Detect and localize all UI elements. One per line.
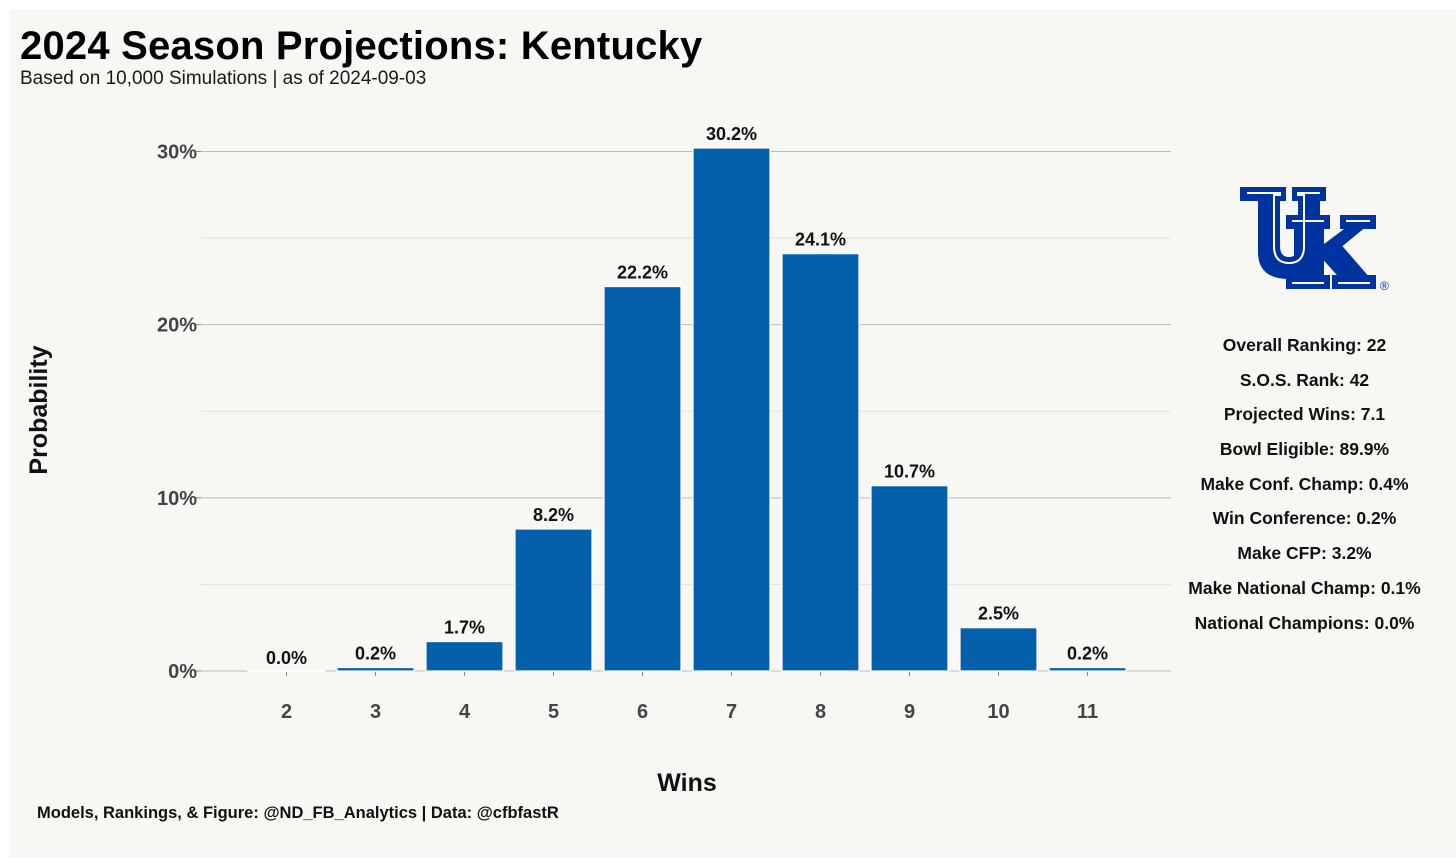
x-tick-label: 2: [281, 701, 292, 723]
chart-subtitle: Based on 10,000 Simulations | as of 2024…: [20, 68, 427, 89]
stat-bowl-eligible: Bowl Eligible: 89.9%: [1219, 439, 1390, 460]
data-label: 0.0%: [266, 648, 307, 668]
y-tick-label: 20%: [157, 315, 197, 337]
stat-sos-rank: S.O.S. Rank: 42: [1239, 369, 1370, 390]
x-tick-label: 4: [459, 701, 471, 723]
kentucky-uk-logo-icon: ®: [1240, 187, 1389, 293]
bars: [247, 147, 1127, 672]
x-tick-label: 5: [548, 701, 559, 723]
y-tick-label: 10%: [157, 488, 197, 510]
bar: [781, 253, 860, 672]
team-stats-list: Overall Ranking: 22 S.O.S. Rank: 42 Proj…: [1162, 333, 1447, 645]
data-label: 0.2%: [1067, 644, 1108, 664]
stat-projected-wins: Projected Wins: 7.1: [1223, 404, 1386, 425]
bar: [1048, 666, 1127, 672]
bar: [603, 285, 682, 672]
data-label: 30.2%: [706, 124, 757, 144]
data-label: 24.1%: [795, 230, 846, 250]
x-axis-ticks: 2 3 4 5 6 7 8 9 10 11: [281, 672, 1098, 723]
bar: [514, 528, 593, 672]
stat-make-conf-champ: Make Conf. Champ: 0.4%: [1200, 473, 1409, 494]
stat-make-national-champ: Make National Champ: 0.1%: [1188, 577, 1421, 598]
x-tick-label: 3: [370, 701, 381, 723]
x-tick-label: 10: [987, 701, 1009, 723]
y-axis-title: Probability: [25, 345, 53, 474]
stat-win-conference: Win Conference: 0.2%: [1212, 508, 1397, 529]
x-tick-label: 11: [1077, 701, 1098, 723]
stat-national-champions: National Champions: 0.0%: [1194, 612, 1415, 633]
y-axis-ticks: 0% 10% 20% 30%: [157, 141, 201, 683]
x-tick-label: 8: [815, 701, 826, 723]
bar: [692, 147, 771, 672]
gridlines: [201, 150, 1171, 672]
registered-mark: ®: [1380, 279, 1389, 293]
x-axis-title: Wins: [657, 769, 717, 797]
y-tick-label: 30%: [157, 141, 197, 163]
stat-make-cfp: Make CFP: 3.2%: [1237, 543, 1372, 564]
data-label: 0.2%: [355, 644, 396, 664]
stat-overall-ranking: Overall Ranking: 22: [1222, 335, 1387, 355]
data-label: 22.2%: [617, 263, 668, 283]
x-tick-label: 9: [904, 701, 915, 723]
data-label: 2.5%: [978, 604, 1019, 624]
data-labels: 0.0% 0.2% 1.7% 8.2% 22.2% 30.2% 24.1% 10.7% 2.5%…: [266, 124, 1108, 668]
bar: [425, 640, 504, 672]
x-tick-label: 7: [726, 701, 737, 723]
y-tick-label: 0%: [168, 661, 197, 683]
data-label: 1.7%: [444, 618, 485, 638]
chart-title: 2024 Season Projections: Kentucky: [20, 24, 703, 68]
bar: [336, 666, 415, 672]
x-tick-label: 6: [637, 701, 648, 723]
bar: [247, 669, 326, 672]
chart-caption: Models, Rankings, & Figure: @ND_FB_Analy…: [37, 804, 559, 822]
bar: [870, 485, 949, 672]
bar: [959, 627, 1038, 672]
data-label: 8.2%: [533, 505, 574, 525]
data-label: 10.7%: [884, 462, 935, 482]
